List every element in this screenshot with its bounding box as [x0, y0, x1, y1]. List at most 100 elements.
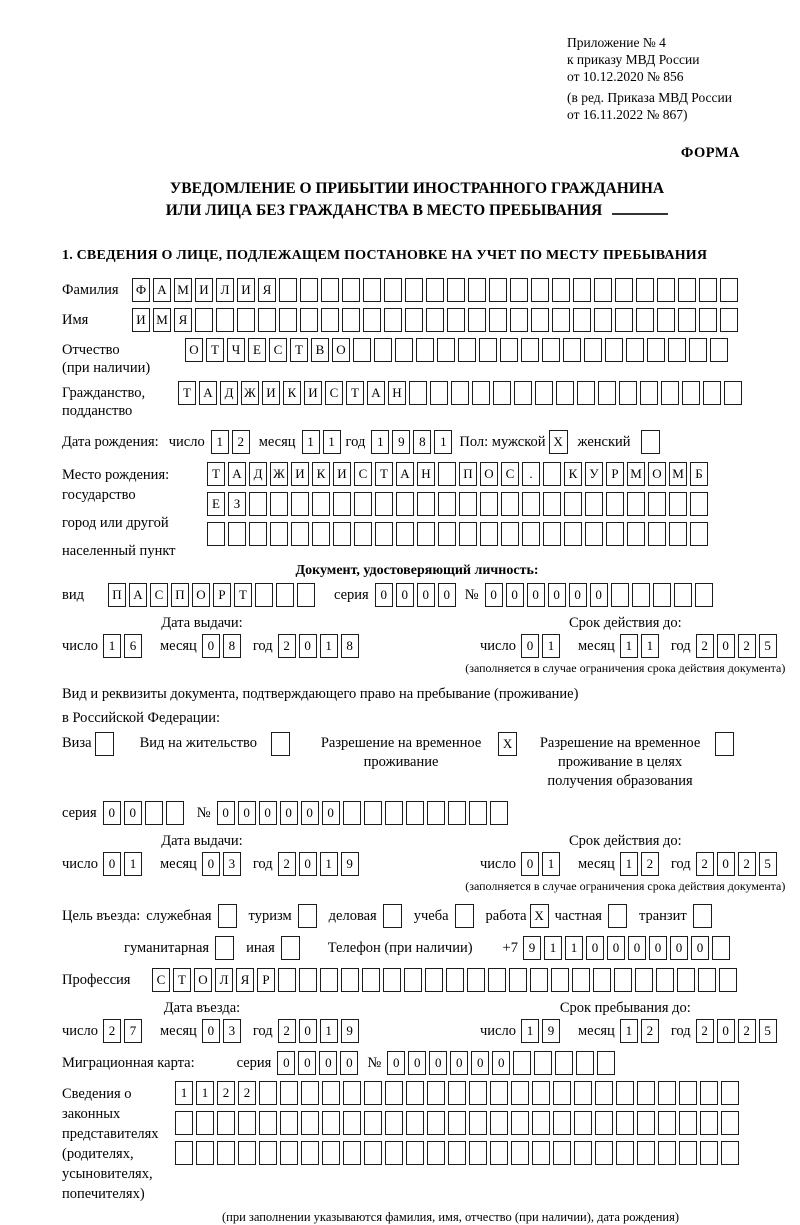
char-cell[interactable] — [427, 1111, 445, 1135]
char-cell[interactable]: 1 — [319, 634, 338, 658]
char-cell[interactable]: Ч — [227, 338, 245, 362]
char-cell[interactable]: 2 — [102, 1019, 121, 1043]
char-cell[interactable]: А — [199, 381, 217, 405]
char-cell[interactable] — [301, 1111, 319, 1135]
char-cell[interactable]: 9 — [340, 852, 359, 876]
char-cell[interactable]: 0 — [298, 634, 317, 658]
char-cell[interactable]: Н — [417, 462, 435, 486]
char-cell[interactable]: Л — [216, 278, 234, 302]
char-cell[interactable] — [500, 338, 518, 362]
char-cell[interactable]: К — [564, 462, 582, 486]
char-cell[interactable] — [553, 1141, 571, 1165]
char-cell[interactable]: 1 — [123, 852, 142, 876]
char-cell[interactable] — [249, 522, 267, 546]
char-cell[interactable]: П — [108, 583, 126, 607]
char-cell[interactable]: 9 — [541, 1019, 560, 1043]
char-cell[interactable] — [532, 1081, 550, 1105]
char-cell[interactable] — [510, 278, 528, 302]
char-cell[interactable] — [353, 338, 371, 362]
char-cell[interactable] — [584, 338, 602, 362]
char-cell[interactable] — [543, 522, 561, 546]
char-cell[interactable] — [648, 492, 666, 516]
char-cell[interactable] — [374, 338, 392, 362]
char-cell[interactable]: 0 — [201, 852, 220, 876]
char-cell[interactable] — [301, 1081, 319, 1105]
char-cell[interactable] — [636, 278, 654, 302]
char-cell[interactable]: 1 — [196, 1081, 214, 1105]
char-cell[interactable] — [658, 1111, 676, 1135]
char-cell[interactable]: С — [152, 968, 170, 992]
char-cell[interactable]: О — [648, 462, 666, 486]
char-cell[interactable]: 2 — [277, 634, 296, 658]
char-cell[interactable] — [343, 1141, 361, 1165]
char-cell[interactable]: Н — [388, 381, 406, 405]
char-cell[interactable] — [698, 968, 716, 992]
char-cell[interactable] — [543, 462, 561, 486]
char-cell[interactable] — [375, 522, 393, 546]
char-cell[interactable] — [451, 381, 469, 405]
char-cell[interactable] — [700, 1111, 718, 1135]
char-cell[interactable] — [467, 968, 485, 992]
char-cell[interactable] — [661, 381, 679, 405]
char-cell[interactable]: Я — [258, 278, 276, 302]
char-cell[interactable]: 1 — [541, 852, 560, 876]
char-cell[interactable]: 0 — [471, 1051, 490, 1075]
char-cell[interactable] — [595, 1111, 613, 1135]
char-cell[interactable]: 2 — [217, 1081, 235, 1105]
char-cell[interactable]: 2 — [231, 430, 250, 454]
char-cell[interactable] — [572, 968, 590, 992]
char-cell[interactable] — [384, 308, 402, 332]
char-cell[interactable]: К — [312, 462, 330, 486]
char-cell[interactable] — [363, 801, 382, 825]
char-cell[interactable] — [657, 278, 675, 302]
char-cell[interactable] — [469, 1141, 487, 1165]
char-cell[interactable] — [514, 381, 532, 405]
char-cell[interactable]: И — [262, 381, 280, 405]
char-cell[interactable] — [144, 801, 163, 825]
char-cell[interactable]: П — [459, 462, 477, 486]
char-cell[interactable]: 1 — [319, 852, 338, 876]
char-cell[interactable] — [438, 462, 456, 486]
char-cell[interactable] — [280, 1081, 298, 1105]
char-cell[interactable] — [532, 1141, 550, 1165]
char-cell[interactable] — [448, 1111, 466, 1135]
char-cell[interactable]: 1 — [319, 1019, 338, 1043]
char-cell[interactable] — [522, 522, 540, 546]
char-cell[interactable]: 0 — [690, 936, 709, 960]
char-cell[interactable] — [594, 308, 612, 332]
char-cell[interactable]: 0 — [279, 801, 298, 825]
char-cell[interactable]: 1 — [619, 852, 638, 876]
char-cell[interactable]: 9 — [392, 430, 411, 454]
char-cell[interactable] — [321, 308, 339, 332]
char-cell[interactable]: 0 — [547, 583, 566, 607]
char-cell[interactable]: 2 — [277, 1019, 296, 1043]
char-cell[interactable] — [430, 381, 448, 405]
char-cell[interactable] — [647, 338, 665, 362]
char-cell[interactable]: 0 — [585, 936, 604, 960]
char-cell[interactable]: 0 — [606, 936, 625, 960]
char-cell[interactable]: Е — [248, 338, 266, 362]
char-cell[interactable]: 0 — [520, 852, 539, 876]
char-cell[interactable]: 0 — [395, 583, 414, 607]
char-cell[interactable] — [573, 278, 591, 302]
char-cell[interactable] — [553, 1111, 571, 1135]
char-cell[interactable]: Ж — [270, 462, 288, 486]
char-cell[interactable] — [552, 308, 570, 332]
char-cell[interactable] — [573, 308, 591, 332]
char-cell[interactable] — [488, 968, 506, 992]
char-cell[interactable] — [530, 968, 548, 992]
char-cell[interactable]: 7 — [123, 1019, 142, 1043]
char-cell[interactable] — [635, 968, 653, 992]
char-cell[interactable] — [724, 381, 742, 405]
char-cell[interactable] — [237, 308, 255, 332]
char-cell[interactable] — [469, 1111, 487, 1135]
char-cell[interactable]: 0 — [505, 583, 524, 607]
char-cell[interactable]: С — [150, 583, 168, 607]
char-cell[interactable]: 2 — [695, 634, 714, 658]
char-cell[interactable]: Т — [178, 381, 196, 405]
char-cell[interactable]: И — [304, 381, 322, 405]
char-cell[interactable]: Е — [207, 492, 225, 516]
char-cell[interactable] — [637, 1141, 655, 1165]
purpose-official-checkbox[interactable] — [217, 904, 237, 928]
char-cell[interactable] — [510, 308, 528, 332]
